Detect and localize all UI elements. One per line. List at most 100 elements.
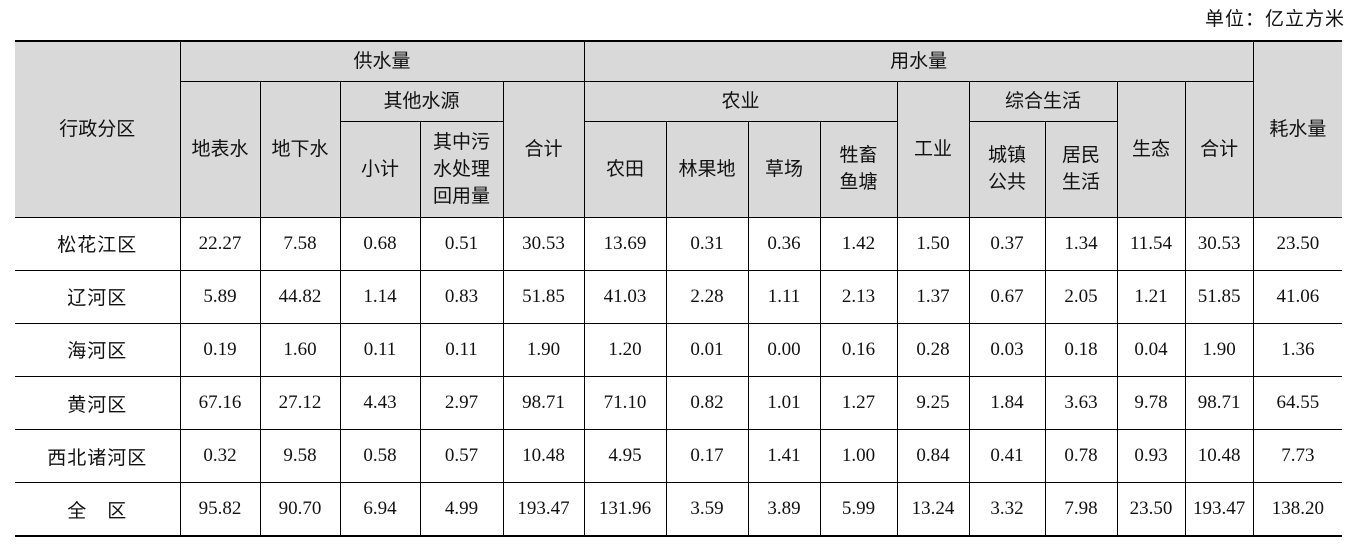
header-supply-total: 合计 bbox=[502, 80, 585, 218]
value-cell: 0.93 bbox=[1116, 429, 1186, 484]
value-cell: 95.82 bbox=[179, 482, 261, 537]
value-cell: 1.34 bbox=[1044, 216, 1118, 271]
value-cell: 4.99 bbox=[419, 482, 504, 537]
value-cell: 0.28 bbox=[896, 322, 970, 377]
value-cell: 3.59 bbox=[665, 482, 749, 537]
value-cell: 41.03 bbox=[583, 269, 667, 324]
value-cell: 64.55 bbox=[1252, 375, 1343, 431]
value-cell: 0.01 bbox=[665, 322, 749, 377]
value-cell: 27.12 bbox=[259, 375, 341, 431]
value-cell: 4.43 bbox=[339, 375, 421, 431]
value-cell: 5.99 bbox=[819, 482, 898, 537]
region-cell: 全 区 bbox=[15, 482, 181, 537]
header-domestic: 综合生活 bbox=[968, 80, 1118, 122]
value-cell: 0.11 bbox=[339, 322, 421, 377]
unit-label: 单位：亿立方米 bbox=[1204, 8, 1345, 30]
value-cell: 9.78 bbox=[1116, 375, 1186, 431]
header-consumption: 耗水量 bbox=[1252, 40, 1343, 218]
value-cell: 0.04 bbox=[1116, 322, 1186, 377]
value-cell: 13.24 bbox=[896, 482, 970, 537]
value-cell: 0.84 bbox=[896, 429, 970, 484]
value-cell: 7.98 bbox=[1044, 482, 1118, 537]
region-cell: 海河区 bbox=[15, 322, 181, 377]
value-cell: 1.60 bbox=[259, 322, 341, 377]
header-urban-public-line-1: 城镇 bbox=[988, 144, 1027, 166]
value-cell: 51.85 bbox=[502, 269, 585, 324]
value-cell: 0.18 bbox=[1044, 322, 1118, 377]
value-cell: 13.69 bbox=[583, 216, 667, 271]
value-cell: 11.54 bbox=[1116, 216, 1186, 271]
value-cell: 0.17 bbox=[665, 429, 749, 484]
table-row-total: 全 区 95.82 90.70 6.94 4.99 193.47 131.96 … bbox=[15, 482, 1343, 537]
value-cell: 2.28 bbox=[665, 269, 749, 324]
value-cell: 44.82 bbox=[259, 269, 341, 324]
table-row: 松花江区 22.27 7.58 0.68 0.51 30.53 13.69 0.… bbox=[15, 216, 1343, 271]
value-cell: 0.41 bbox=[968, 429, 1046, 484]
value-cell: 51.85 bbox=[1184, 269, 1254, 324]
value-cell: 3.32 bbox=[968, 482, 1046, 537]
value-cell: 22.27 bbox=[179, 216, 261, 271]
value-cell: 98.71 bbox=[502, 375, 585, 431]
value-cell: 1.90 bbox=[502, 322, 585, 377]
value-cell: 5.89 bbox=[179, 269, 261, 324]
value-cell: 30.53 bbox=[502, 216, 585, 271]
header-grassland: 草场 bbox=[747, 120, 821, 218]
value-cell: 1.27 bbox=[819, 375, 898, 431]
header-residential: 居民 生活 bbox=[1044, 120, 1118, 218]
value-cell: 0.19 bbox=[179, 322, 261, 377]
value-cell: 1.41 bbox=[747, 429, 821, 484]
value-cell: 7.58 bbox=[259, 216, 341, 271]
header-surface-water: 地表水 bbox=[180, 80, 261, 218]
header-livestock: 牲畜 鱼塘 bbox=[819, 120, 898, 218]
value-cell: 9.25 bbox=[896, 375, 970, 431]
header-livestock-line-1: 牲畜 bbox=[839, 144, 878, 166]
header-reuse-line-1: 其中污 bbox=[432, 130, 490, 153]
value-cell: 1.00 bbox=[819, 429, 898, 484]
value-cell: 0.51 bbox=[419, 216, 504, 271]
header-supply: 供水量 bbox=[179, 40, 585, 82]
header-reuse-line-3: 回用量 bbox=[432, 184, 490, 207]
table-row: 西北诸河区 0.32 9.58 0.58 0.57 10.48 4.95 0.1… bbox=[15, 429, 1343, 484]
value-cell: 0.16 bbox=[819, 322, 898, 377]
region-cell: 松花江区 bbox=[15, 216, 181, 271]
value-cell: 2.97 bbox=[419, 375, 504, 431]
value-cell: 2.13 bbox=[819, 269, 898, 324]
header-ground-water: 地下水 bbox=[259, 80, 341, 218]
value-cell: 0.67 bbox=[968, 269, 1046, 324]
header-other-sources: 其他水源 bbox=[339, 80, 504, 122]
value-cell: 3.89 bbox=[747, 482, 821, 537]
value-cell: 4.95 bbox=[583, 429, 667, 484]
value-cell: 41.06 bbox=[1252, 269, 1343, 324]
header-reuse: 其中污 水处理 回用量 bbox=[419, 120, 504, 218]
value-cell: 6.94 bbox=[339, 482, 421, 537]
header-ecology: 生态 bbox=[1116, 80, 1186, 218]
value-cell: 0.78 bbox=[1044, 429, 1118, 484]
value-cell: 1.84 bbox=[968, 375, 1046, 431]
header-subtotal: 小计 bbox=[340, 120, 421, 218]
header-orchard: 林果地 bbox=[665, 120, 749, 218]
value-cell: 23.50 bbox=[1116, 482, 1186, 537]
value-cell: 67.16 bbox=[179, 375, 261, 431]
value-cell: 23.50 bbox=[1252, 216, 1343, 271]
value-cell: 193.47 bbox=[502, 482, 585, 537]
value-cell: 1.14 bbox=[339, 269, 421, 324]
header-urban-public: 城镇 公共 bbox=[968, 120, 1046, 218]
header-reuse-line-2: 水处理 bbox=[432, 157, 490, 180]
header-region: 行政分区 bbox=[15, 40, 181, 218]
header-urban-public-line-2: 公共 bbox=[988, 171, 1027, 193]
region-cell: 西北诸河区 bbox=[15, 429, 181, 484]
value-cell: 0.32 bbox=[179, 429, 261, 484]
value-cell: 1.21 bbox=[1116, 269, 1186, 324]
value-cell: 1.11 bbox=[747, 269, 821, 324]
value-cell: 1.01 bbox=[747, 375, 821, 431]
value-cell: 10.48 bbox=[1184, 429, 1254, 484]
value-cell: 0.11 bbox=[419, 322, 504, 377]
region-cell: 黄河区 bbox=[15, 375, 181, 431]
header-use: 用水量 bbox=[583, 40, 1254, 82]
value-cell: 0.68 bbox=[339, 216, 421, 271]
value-cell: 0.03 bbox=[968, 322, 1046, 377]
value-cell: 0.58 bbox=[339, 429, 421, 484]
value-cell: 10.48 bbox=[502, 429, 585, 484]
value-cell: 0.57 bbox=[419, 429, 504, 484]
value-cell: 0.83 bbox=[419, 269, 504, 324]
